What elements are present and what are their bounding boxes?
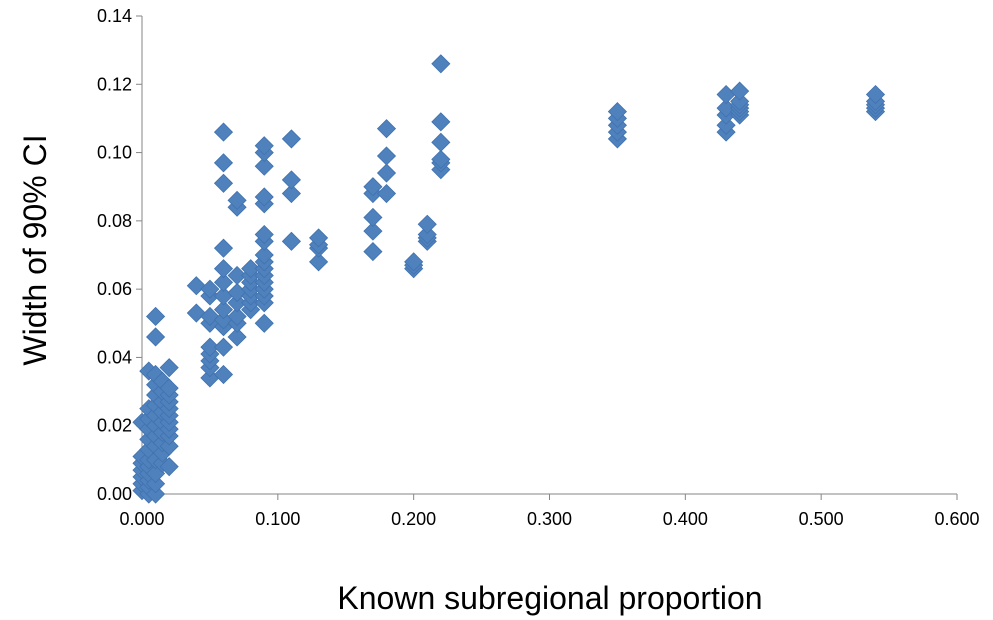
data-point xyxy=(309,252,329,272)
data-point xyxy=(213,259,234,279)
x-tick-label: 0.500 xyxy=(799,509,844,529)
x-tick-label: 0.200 xyxy=(391,509,436,529)
data-point xyxy=(159,436,179,456)
data-point xyxy=(227,293,247,313)
data-point xyxy=(213,337,234,357)
data-points xyxy=(132,54,886,504)
data-point xyxy=(865,84,886,105)
data-point xyxy=(417,214,437,234)
data-point xyxy=(241,259,261,279)
y-tick-label: 0.14 xyxy=(97,6,132,26)
y-tick-label: 0.08 xyxy=(97,211,132,231)
data-point xyxy=(363,242,383,262)
data-point xyxy=(281,231,301,251)
data-point xyxy=(213,122,234,142)
data-point xyxy=(254,156,274,176)
data-point xyxy=(200,279,220,299)
x-tick-label: 0.100 xyxy=(255,509,300,529)
data-point xyxy=(159,457,179,477)
y-axis: 0.00 0.02 0.04 0.06 0.08 0.10 0.12 0.14 xyxy=(97,6,143,504)
data-point xyxy=(146,327,166,347)
data-point xyxy=(376,183,397,204)
data-point xyxy=(186,303,206,323)
data-point xyxy=(200,337,220,357)
data-point xyxy=(404,252,424,272)
data-point xyxy=(159,378,179,398)
data-point xyxy=(213,153,234,173)
x-axis: 0.000 0.100 0.200 0.300 0.400 0.500 0.600 xyxy=(119,493,980,529)
y-tick-label: 0.02 xyxy=(97,416,132,436)
data-point xyxy=(431,149,451,169)
y-tick-label: 0.06 xyxy=(97,279,132,299)
x-tick-label: 0.000 xyxy=(119,509,164,529)
data-point xyxy=(431,132,451,152)
data-point xyxy=(213,238,234,258)
x-tick-label: 0.300 xyxy=(527,509,572,529)
data-point xyxy=(309,228,329,248)
y-tick-label: 0.00 xyxy=(97,484,132,504)
data-point xyxy=(363,221,383,241)
data-point xyxy=(227,265,247,286)
data-point xyxy=(376,163,397,183)
data-point xyxy=(213,173,234,193)
y-tick-label: 0.10 xyxy=(97,143,132,163)
data-point xyxy=(281,170,301,190)
data-point xyxy=(376,119,397,139)
data-point xyxy=(227,327,247,347)
y-tick-label: 0.04 xyxy=(97,347,132,367)
data-point xyxy=(607,102,627,122)
x-axis-title: Known subregional proportion xyxy=(337,580,762,616)
data-point xyxy=(431,54,451,74)
data-point xyxy=(227,306,247,327)
data-point xyxy=(254,313,274,333)
data-point xyxy=(159,358,179,378)
data-point xyxy=(146,306,166,327)
data-point xyxy=(200,306,220,327)
data-point xyxy=(716,115,736,135)
data-point xyxy=(363,207,383,228)
x-tick-label: 0.400 xyxy=(663,509,708,529)
data-point xyxy=(146,474,166,494)
data-point xyxy=(254,245,274,265)
data-point xyxy=(146,484,166,504)
data-point xyxy=(431,112,451,132)
y-axis-title: Width of 90% CI xyxy=(17,134,53,365)
data-point xyxy=(227,282,247,303)
data-point xyxy=(213,364,234,385)
data-point xyxy=(254,136,274,156)
data-point xyxy=(254,224,274,245)
data-point xyxy=(213,300,234,320)
data-point xyxy=(417,224,437,245)
data-point xyxy=(186,276,206,296)
data-point xyxy=(281,129,301,149)
x-tick-label: 0.600 xyxy=(934,509,979,529)
data-point xyxy=(730,81,750,101)
data-point xyxy=(213,272,234,292)
data-point xyxy=(376,146,397,166)
data-point xyxy=(363,177,383,197)
data-point xyxy=(227,190,247,210)
data-point xyxy=(281,183,301,204)
data-point xyxy=(254,187,274,207)
y-tick-label: 0.12 xyxy=(97,74,132,94)
data-point xyxy=(730,91,750,111)
